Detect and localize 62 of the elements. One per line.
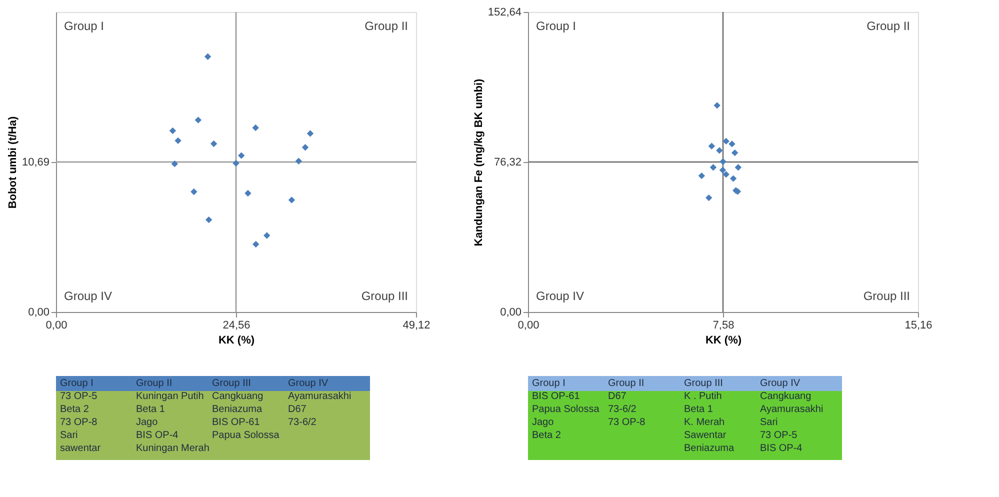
- point: [722, 171, 730, 178]
- annotation: Group I: [64, 19, 104, 33]
- point: [730, 175, 737, 182]
- point: [264, 232, 270, 239]
- x-tick-label: 0,00: [518, 320, 540, 332]
- point: [716, 147, 723, 154]
- annotation: Group III: [361, 289, 408, 303]
- annotation: Group IV: [536, 289, 584, 303]
- x-tick-label: 15,16: [904, 320, 932, 332]
- point: [719, 166, 726, 174]
- point: [302, 144, 309, 151]
- annotation: Group II: [364, 19, 408, 33]
- point: [734, 164, 742, 171]
- y-tick-label: 10,69: [22, 156, 50, 168]
- text: Group III Cangkuang Beniazuma BIS OP-61 Papua Solossa: [212, 378, 280, 441]
- point: [244, 190, 252, 197]
- point: [204, 53, 212, 60]
- point: [210, 140, 218, 148]
- y-axis-title: Bobot umbi (t/Ha): [6, 116, 19, 209]
- point: [190, 188, 198, 196]
- annotation: Group IV: [64, 289, 112, 303]
- y-axis-title: Kandungan Fe (mg/kg BK umbi): [472, 78, 485, 246]
- text: Group I BIS OP-61 Papua Solossa Jago Beta 2: [532, 378, 600, 441]
- point: [174, 137, 182, 144]
- point: [252, 124, 259, 132]
- text: Group II Kuningan Putih Beta 1 Jago BIS OP-4 Kuningan Merah: [136, 378, 210, 454]
- x-axis-title: KK (%): [705, 334, 742, 346]
- point: [169, 127, 176, 134]
- annotation: Group I: [536, 19, 576, 33]
- point: [232, 160, 240, 167]
- point: [295, 158, 302, 165]
- text: Group III K . Putih Beta 1 K. Merah Sawentar Beniazuma: [684, 378, 734, 454]
- point: [306, 130, 314, 137]
- x-tick-label: 24,56: [222, 320, 250, 332]
- text: Group I 73 OP-5 Beta 2 73 OP-8 Sari sawentar: [60, 378, 102, 454]
- point: [710, 164, 717, 171]
- point: [714, 102, 720, 109]
- point: [205, 216, 212, 224]
- point: [731, 149, 738, 156]
- text: Group II D67 73-6/2 73 OP-8: [608, 378, 646, 428]
- point: [698, 172, 705, 180]
- point: [238, 152, 245, 159]
- point: [194, 116, 202, 124]
- x-tick-label: 7,58: [712, 320, 734, 332]
- point: [720, 158, 726, 165]
- x-axis-title: KK (%): [218, 334, 255, 346]
- annotation: Group III: [863, 289, 910, 303]
- point: [171, 160, 178, 168]
- point: [708, 142, 716, 150]
- annotation: Group II: [866, 19, 910, 33]
- y-tick-label: 152,64: [488, 6, 522, 18]
- point: [722, 138, 730, 145]
- x-tick-label: 0,00: [46, 320, 68, 332]
- point: [728, 140, 736, 148]
- y-tick-label: 0,00: [500, 306, 522, 318]
- y-tick-label: 76,32: [494, 156, 522, 168]
- text: Group IV Ayamurasakhi D67 73-6/2: [288, 378, 352, 428]
- text: Group IV Cangkuang Ayamurasakhi Sari 73 OP-5 BIS OP-4: [760, 378, 824, 454]
- point: [252, 240, 260, 248]
- point: [705, 194, 712, 202]
- point: [288, 196, 296, 204]
- x-tick-label: 49,12: [402, 320, 430, 332]
